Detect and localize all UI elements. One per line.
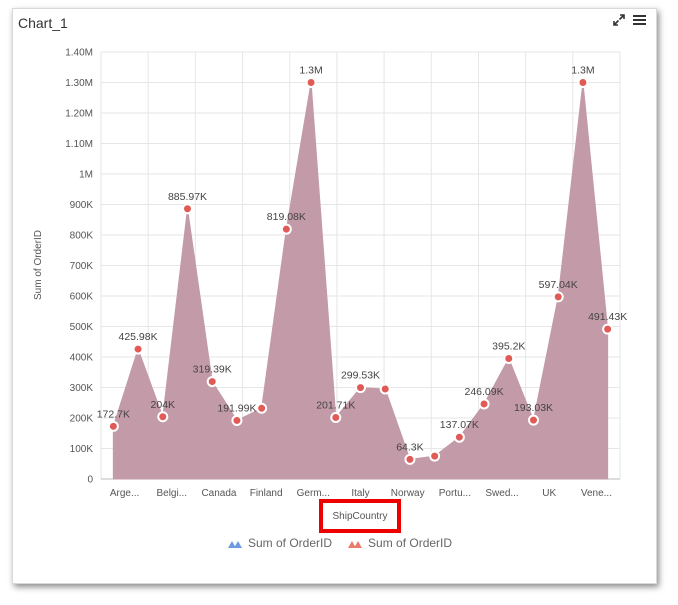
data-point[interactable] [379, 383, 391, 395]
y-tick-label: 1.20M [65, 109, 93, 120]
y-axis: 0 100K 200K 300K 400K 500K 600K 700K 800K 900K 1M 1… [65, 48, 93, 486]
y-tick-label: 0 [87, 475, 93, 486]
x-axis: Arge... Belgi... Canada Finland Germ... Italy… [110, 488, 612, 499]
legend: Sum of OrderID Sum of OrderID [228, 536, 452, 550]
data-point[interactable] [528, 414, 539, 426]
y-tick-label: 700K [70, 261, 94, 272]
y-tick-label: 1.40M [65, 48, 93, 59]
data-point[interactable] [206, 376, 218, 388]
data-label: 299.53K [341, 370, 380, 382]
expand-icon[interactable] [612, 12, 626, 28]
data-label: 819.08K [267, 211, 306, 223]
x-tick-label: Germ... [297, 488, 330, 499]
x-tick-label: Arge... [110, 488, 139, 499]
data-label: 425.98K [119, 331, 158, 343]
x-tick-label: Canada [201, 488, 236, 499]
x-tick-label: Portu... [439, 488, 471, 499]
legend-item-2[interactable]: Sum of OrderID [348, 536, 452, 550]
x-tick-label: Norway [391, 488, 425, 499]
data-point[interactable] [305, 77, 317, 88]
data-point[interactable] [231, 414, 243, 426]
x-tick-label: Swed... [485, 488, 518, 499]
data-label: 201.71K [316, 399, 355, 411]
data-label: 172.7K [97, 408, 130, 420]
data-point[interactable] [132, 343, 144, 355]
data-label: 1.3M [571, 65, 594, 77]
data-label: 885.97K [168, 191, 207, 203]
data-label: 319.39K [193, 364, 232, 376]
data-point[interactable] [602, 323, 614, 335]
data-point[interactable] [182, 203, 193, 215]
x-axis-title[interactable]: ShipCountry [332, 511, 387, 522]
legend-item-1[interactable]: Sum of OrderID [228, 536, 332, 550]
data-label: 137.07K [440, 419, 479, 431]
data-point[interactable] [330, 411, 342, 423]
data-point[interactable] [107, 420, 119, 432]
data-point[interactable] [429, 450, 441, 462]
series-area: 172.7K 425.98K 204K 885.97K 319.39K 191.99K 81… [97, 65, 627, 480]
legend-label: Sum of OrderID [248, 536, 333, 550]
data-label: 597.04K [539, 279, 578, 291]
triangle-icon [348, 541, 363, 548]
data-label: 64.3K [396, 441, 423, 453]
data-point[interactable] [478, 398, 490, 410]
data-point[interactable] [552, 291, 564, 303]
y-tick-label: 1.10M [65, 139, 93, 150]
data-point[interactable] [503, 352, 515, 364]
y-tick-label: 100K [70, 444, 94, 455]
data-point[interactable] [577, 77, 589, 88]
y-axis-title: Sum of OrderID [33, 230, 44, 300]
menu-icon[interactable] [632, 12, 646, 28]
panel-toolbar [612, 12, 646, 28]
area-fill [112, 82, 609, 480]
chart-title: Chart_1 [18, 15, 68, 31]
y-tick-label: 200K [70, 414, 94, 425]
data-point[interactable] [157, 411, 169, 423]
y-tick-label: 600K [70, 292, 94, 303]
y-tick-label: 1M [79, 170, 93, 181]
y-tick-label: 500K [70, 322, 94, 333]
data-point[interactable] [355, 382, 366, 394]
xlabel-highlight-box [319, 499, 401, 533]
data-label: 1.3M [299, 65, 322, 77]
data-label: 491.43K [588, 311, 627, 323]
y-tick-label: 400K [70, 353, 94, 364]
y-tick-label: 800K [70, 231, 94, 242]
data-label: 395.2K [492, 340, 525, 352]
data-point[interactable] [453, 431, 465, 443]
x-tick-label: Belgi... [156, 488, 187, 499]
data-point[interactable] [404, 453, 416, 465]
data-label: 246.09K [465, 386, 504, 398]
data-label: 193.03K [514, 402, 553, 414]
x-tick-label: Finland [250, 488, 283, 499]
x-tick-label: Italy [351, 488, 369, 499]
data-label: 204K [151, 399, 176, 411]
y-tick-label: 1.30M [65, 78, 93, 89]
data-point[interactable] [256, 402, 268, 414]
y-tick-label: 300K [70, 383, 94, 394]
data-label: 191.99K [217, 402, 256, 414]
data-point[interactable] [280, 223, 292, 235]
x-tick-label: UK [542, 488, 556, 499]
y-tick-label: 900K [70, 200, 94, 211]
legend-label: Sum of OrderID [368, 536, 453, 550]
x-tick-label: Vene... [581, 488, 612, 499]
triangle-icon [228, 541, 242, 548]
